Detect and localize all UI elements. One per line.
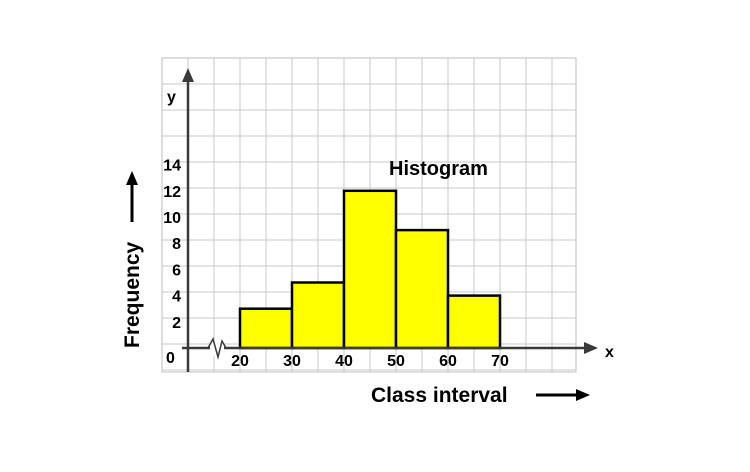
y-tick-label: 6 [172,262,181,279]
x-axis-label-arrow [536,389,590,401]
y-tick-label: 10 [163,210,181,227]
histogram-bar [446,294,502,350]
x-tick-label: 70 [491,353,509,370]
x-tick-label: 20 [231,353,249,370]
x-tick-label: 30 [283,353,301,370]
histogram-bar [342,189,398,350]
y-tick-label: 4 [172,289,181,306]
tick-labels: 2 4 6 8 10 12 14 20 30 40 50 60 70 [163,158,509,370]
axis-break-zigzag [207,337,227,360]
histogram-bar [238,307,294,350]
origin-label: 0 [166,350,175,367]
y-axis-arrowhead [182,68,194,82]
x-axis-symbol: x [605,344,614,361]
histogram-bar [290,281,346,350]
y-tick-label: 8 [172,236,181,253]
x-tick-label: 60 [439,353,457,370]
y-tick-label: 2 [172,315,181,332]
y-tick-label: 12 [163,184,181,201]
x-axis-label: Class interval [371,384,508,407]
axes [182,68,598,372]
y-axis-label: Frequency [121,241,144,348]
x-axis-arrowhead [584,342,598,354]
histogram-bar [394,228,450,350]
bars [238,189,502,350]
y-tick-label: 14 [163,158,181,175]
grid-border [161,57,577,373]
y-axis-label-arrow [126,171,138,222]
x-tick-label: 40 [335,353,353,370]
y-axis-symbol: y [167,89,176,106]
chart-title: Histogram [389,158,488,180]
x-tick-label: 50 [387,353,405,370]
